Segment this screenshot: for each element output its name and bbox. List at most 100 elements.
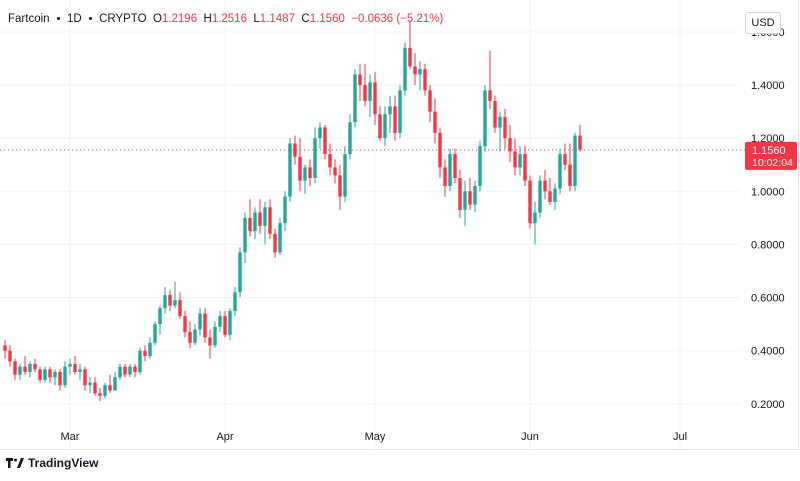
exchange: CRYPTO [99, 13, 147, 25]
tradingview-icon [6, 458, 24, 468]
candle-body [473, 185, 477, 205]
candle-up [368, 74, 372, 117]
candle-body [423, 69, 427, 91]
candle-down [123, 363, 127, 378]
candle-body [248, 217, 252, 232]
candle-body [63, 366, 67, 386]
candle-body [403, 47, 407, 91]
candle-down [33, 358, 37, 372]
candle-down [183, 310, 187, 338]
candle-body [463, 191, 467, 210]
candle-body [318, 127, 322, 139]
candle-body [138, 350, 142, 372]
candle-up [118, 363, 122, 380]
candle-body [398, 90, 402, 133]
tradingview-logo[interactable]: TradingView [6, 456, 98, 470]
candle-up [253, 207, 257, 240]
candle-up [28, 361, 32, 378]
candle-body [553, 188, 557, 202]
candle-up [228, 308, 232, 341]
time-axis[interactable]: Mar Apr May Jun Jul [61, 431, 688, 443]
candle-up [533, 201, 537, 245]
candle-body [178, 300, 182, 317]
separator-dot [56, 17, 60, 21]
candle-body [218, 316, 222, 327]
candle-down [578, 124, 582, 152]
interval[interactable]: 1D [66, 13, 82, 25]
candle-body [273, 233, 277, 253]
candle-body [258, 212, 262, 226]
candle-up [498, 111, 502, 152]
symbol-name[interactable]: Fartcoin [8, 13, 50, 25]
candle-up [573, 132, 577, 192]
candle-body [443, 167, 447, 186]
candle-body [123, 366, 127, 375]
candle-body [493, 100, 497, 128]
candle-down [48, 366, 52, 383]
candle-up [473, 180, 477, 213]
x-tick-label: Jun [521, 431, 539, 443]
symbol-legend: Fartcoin 1D CRYPTO O1.2196 H1.2516 L1.14… [8, 13, 443, 25]
candle-down [428, 85, 432, 123]
candle-body [533, 212, 537, 224]
candle-body [83, 369, 87, 386]
candle-body [378, 114, 382, 139]
candle-body [458, 178, 462, 210]
candle-up [463, 180, 467, 226]
candle-body [98, 393, 102, 396]
candle-body [153, 324, 157, 343]
candle-body [483, 90, 487, 147]
candle-body [288, 143, 292, 197]
candle-up [148, 337, 152, 359]
candle-up [478, 140, 482, 192]
candle-body [328, 154, 332, 168]
candle-up [318, 122, 322, 149]
candle-down [178, 292, 182, 319]
low-value: 1.1487 [259, 13, 295, 25]
candle-down [458, 170, 462, 218]
candle-body [413, 66, 417, 75]
candle-up [448, 148, 452, 192]
candle-up [218, 310, 222, 333]
last-price-tag-bg [745, 141, 797, 170]
candle-body [173, 300, 177, 306]
candle-up [538, 175, 542, 218]
candle-up [558, 148, 562, 194]
candle-up [303, 164, 307, 194]
candle-up [243, 212, 247, 264]
x-tick-label: Apr [216, 431, 233, 443]
candle-body [558, 154, 562, 189]
candle-up [153, 321, 157, 346]
candle-body [363, 85, 367, 101]
price-axis[interactable]: 0.20000.40000.60000.80001.00001.20001.40… [751, 27, 785, 411]
candle-down [443, 159, 447, 197]
candle-down [423, 63, 427, 96]
candle-down [308, 159, 312, 186]
candle-body [18, 366, 22, 375]
candle-body [148, 342, 152, 357]
candle-body [518, 154, 522, 168]
candle-down [408, 21, 412, 70]
candle-down [493, 95, 497, 133]
candle-body [168, 294, 172, 306]
candle-body [3, 345, 7, 351]
candle-down [98, 387, 102, 402]
candle-down [293, 135, 297, 165]
candle-body [193, 329, 197, 343]
candle-body [93, 382, 97, 394]
candle-up [288, 138, 292, 202]
candle-body [313, 138, 317, 179]
candle-body [33, 363, 37, 370]
candle-body [468, 191, 472, 205]
candle-body [283, 196, 287, 224]
candle-body [48, 369, 52, 378]
candle-body [358, 74, 362, 86]
candle-up [163, 286, 167, 314]
candle-down [468, 178, 472, 210]
high-label: H [203, 13, 212, 25]
candle-up [263, 201, 267, 245]
y-tick-label: 0.8000 [751, 239, 785, 251]
currency-button[interactable]: USD [745, 12, 781, 34]
candle-body [43, 369, 47, 380]
